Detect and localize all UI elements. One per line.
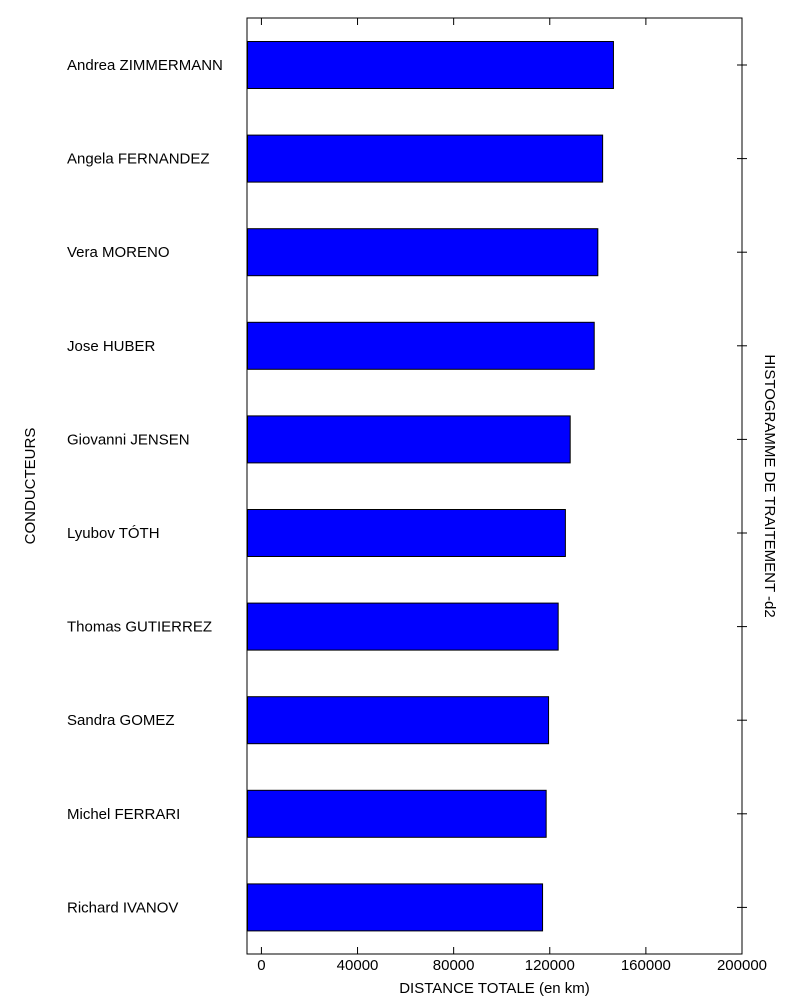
bar	[247, 883, 544, 932]
bar	[247, 321, 595, 370]
y-tick-label: Thomas GUTIERREZ	[67, 619, 212, 636]
bar	[247, 696, 550, 745]
x-tick-label: 40000	[337, 957, 379, 974]
bars-layer	[247, 41, 614, 932]
y-tick-label: Giovanni JENSEN	[67, 431, 190, 448]
y-tick-label: Richard IVANOV	[67, 899, 178, 916]
bar	[247, 134, 604, 183]
y-tick-label: Angela FERNANDEZ	[67, 151, 210, 168]
y-axis-title: CONDUCTEURS	[22, 428, 39, 545]
bar	[247, 228, 599, 277]
plot-frame	[246, 17, 743, 955]
y-tick-label: Andrea ZIMMERMANN	[67, 57, 223, 74]
labels-layer: Andrea ZIMMERMANN Angela FERNANDEZ Vera MO…	[67, 57, 767, 974]
chart-title: HISTOGRAMME DE TRAITEMENT -d2	[761, 354, 778, 617]
y-tick-label: Lyubov TÓTH	[67, 525, 160, 542]
x-tick-label: 120000	[525, 957, 575, 974]
x-axis-title: DISTANCE TOTALE (en km)	[399, 980, 590, 997]
x-tick-label: 80000	[433, 957, 475, 974]
y-tick-label: Vera MORENO	[67, 244, 170, 261]
y-tick-label: Sandra GOMEZ	[67, 712, 175, 729]
x-tick-label: 200000	[717, 957, 767, 974]
y-tick-label: Michel FERRARI	[67, 806, 180, 823]
x-tick-label: 160000	[621, 957, 671, 974]
y-tick-label: Jose HUBER	[67, 338, 156, 355]
bar	[247, 509, 566, 557]
bar	[247, 41, 614, 89]
x-tick-label: 0	[257, 957, 265, 974]
bar	[247, 415, 571, 464]
bar	[247, 789, 547, 838]
ticks-layer	[260, 18, 747, 954]
bar	[247, 602, 559, 651]
